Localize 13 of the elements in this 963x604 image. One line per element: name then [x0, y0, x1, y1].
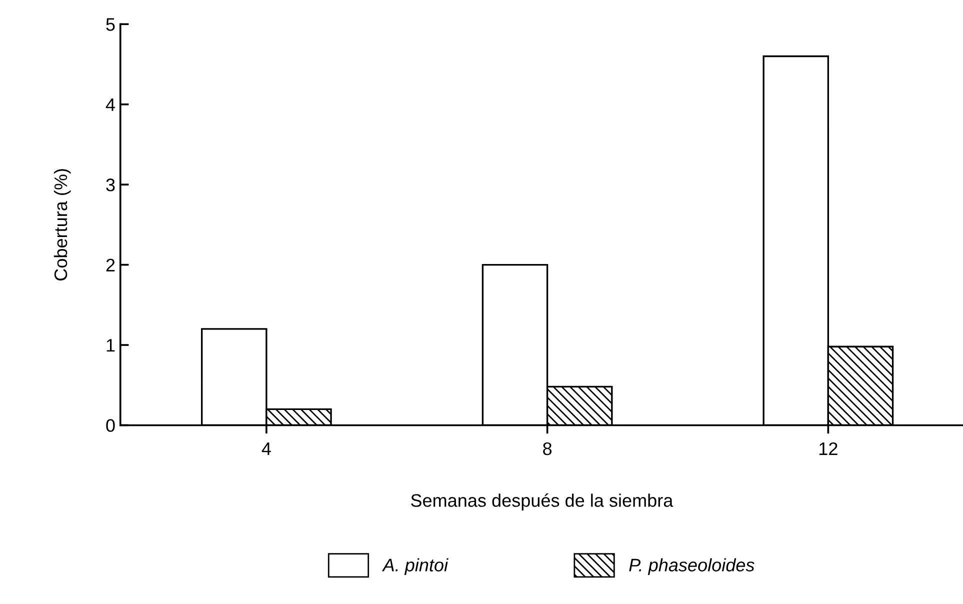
y-tick-label: 3	[106, 178, 115, 192]
x-tick-label: 8	[543, 442, 552, 456]
legend-label: P. phaseoloides	[629, 558, 754, 576]
y-axis-title: Cobertura (%)	[54, 169, 71, 280]
y-tick-label: 4	[106, 98, 115, 111]
x-tick-label: 4	[262, 442, 271, 455]
y-tick-label: 1	[106, 339, 115, 352]
y-tick-label: 5	[106, 18, 115, 31]
y-tick-label: 0	[106, 419, 115, 432]
legend-label: A. pintoi	[382, 558, 448, 576]
y-tick-label: 2	[106, 258, 115, 272]
x-tick-label: 12	[820, 442, 838, 455]
x-axis-title: Semanas después de la siembra	[411, 493, 674, 510]
